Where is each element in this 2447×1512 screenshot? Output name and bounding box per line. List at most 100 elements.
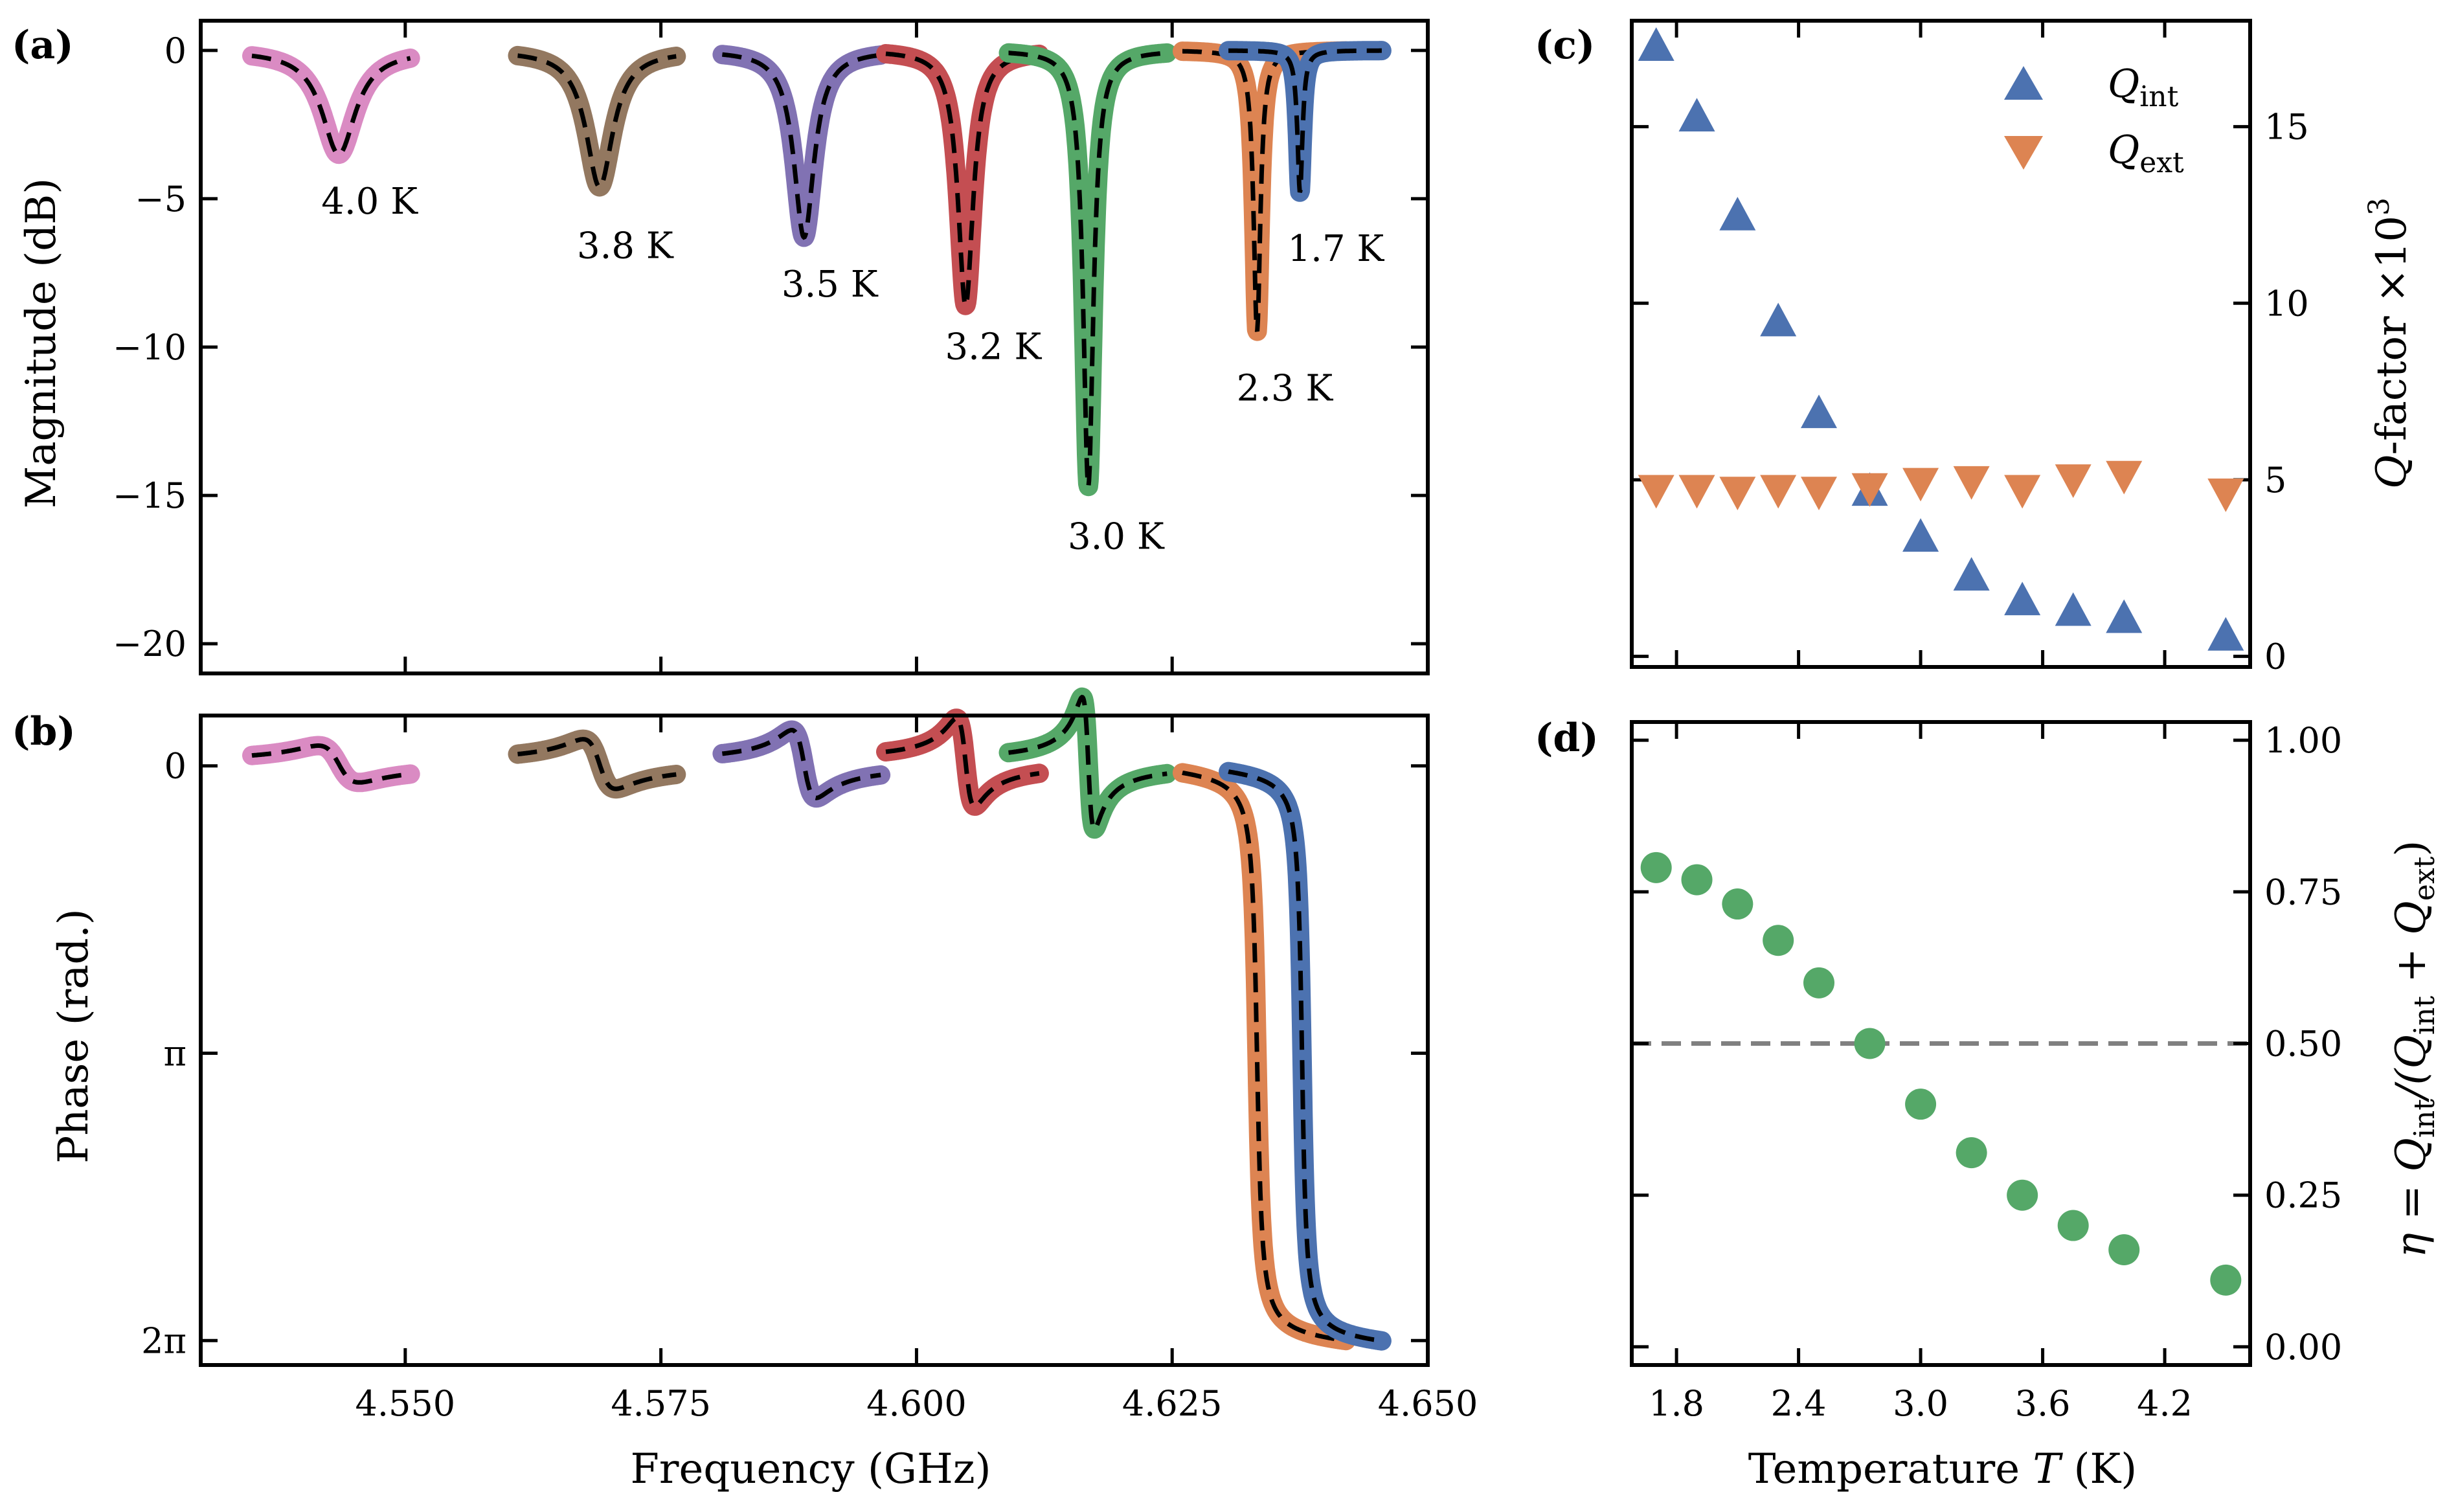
y-tick-label: 0 xyxy=(2264,637,2286,677)
q-int-point xyxy=(1678,98,1715,132)
q-ext-point xyxy=(2207,478,2244,512)
panel-label-c: (c) xyxy=(1535,23,1595,68)
frequency-x-axis-label: Frequency (GHz) xyxy=(630,1445,991,1493)
y-tick-label: 0.25 xyxy=(2264,1175,2342,1216)
q-int-point xyxy=(2207,616,2244,651)
y-tick-label: 15 xyxy=(2264,107,2309,148)
y-tick-label: 1.00 xyxy=(2264,720,2342,761)
temperature-x-axis-label: Temperature T (K) xyxy=(1748,1445,2137,1493)
q-ext-point xyxy=(2055,464,2092,498)
phase-y-axis-label: Phase (rad.) xyxy=(50,908,98,1164)
q-int-point xyxy=(1719,196,1756,231)
y-tick-label: −5 xyxy=(135,179,186,220)
temperature-annotation: 3.5 K xyxy=(782,264,879,306)
q-ext-point xyxy=(1851,473,1888,507)
panel-d-efficiency-chart: 0.00 0.25 0.50 0.75 1.00 1.8 2.4 3.0 3.6 4.2 xyxy=(1630,720,2342,1424)
q-int-point xyxy=(1801,394,1838,429)
eta-point xyxy=(1640,852,1672,883)
phase-fit-3-0-K xyxy=(1008,694,1167,831)
panel-label-a: (a) xyxy=(12,23,74,68)
x-tick-label: 3.0 xyxy=(1893,1383,1948,1424)
q-ext-point xyxy=(1953,466,1990,500)
eta-point xyxy=(2210,1264,2242,1296)
eta-point xyxy=(1722,888,1753,920)
eta-point xyxy=(1905,1089,1937,1120)
x-tick-label: 1.8 xyxy=(1649,1383,1704,1424)
x-tick-label: 4.625 xyxy=(1122,1383,1223,1424)
y-tick-label: 0.50 xyxy=(2264,1024,2342,1065)
q-int-point xyxy=(2004,581,2041,616)
panel-a-magnitude-chart: 4.0 K 3.8 K 3.5 K 3.2 K 3.0 K 2.3 K 1.7 K 0 −5 −1… xyxy=(113,19,1430,675)
q-ext-point xyxy=(1760,475,1797,509)
legend-marker-q-int xyxy=(2004,66,2043,100)
x-tick-label: 2.4 xyxy=(1771,1383,1827,1424)
q-ext-point xyxy=(1801,477,1838,511)
eta-point xyxy=(1763,925,1794,956)
y-tick-label: 10 xyxy=(2264,283,2309,324)
y-tick-label: −20 xyxy=(113,624,186,664)
temperature-annotation: 3.2 K xyxy=(945,326,1043,368)
y-tick-label: π xyxy=(164,1033,187,1074)
temperature-annotation: 3.8 K xyxy=(577,225,674,267)
plot-frame xyxy=(1630,19,2252,669)
legend-marker-q-ext xyxy=(2004,136,2043,170)
eta-point xyxy=(2108,1234,2140,1266)
q-factor-legend: Qint Qext xyxy=(2004,62,2184,179)
x-tick-label: 4.550 xyxy=(355,1383,456,1424)
magnitude-fit-4-0-K xyxy=(251,53,411,157)
magnitude-fit-3-5-K xyxy=(722,52,881,240)
magnitude-fit-1-7-K xyxy=(1228,48,1382,193)
q-int-point xyxy=(2106,599,2143,633)
phase-fit-3-2-K xyxy=(885,716,1040,809)
y-tick-label: 0 xyxy=(164,30,186,71)
panel-label-d: (d) xyxy=(1535,716,1599,761)
y-tick-label: 2π xyxy=(141,1320,186,1361)
q-ext-point xyxy=(2106,460,2143,495)
y-tick-label: 0.00 xyxy=(2264,1327,2342,1368)
q-ext-point xyxy=(1678,475,1715,509)
phase-fit-4-0-K xyxy=(251,743,411,785)
temperature-annotation: 3.0 K xyxy=(1068,516,1165,558)
eta-point xyxy=(1681,864,1713,896)
phase-fit-3-5-K xyxy=(721,728,881,800)
y-tick-label: 5 xyxy=(2264,460,2286,501)
q-ext-point xyxy=(1638,475,1675,509)
phase-fit-2-3-K xyxy=(1182,771,1347,1343)
x-tick-label: 4.650 xyxy=(1378,1383,1478,1424)
x-tick-label: 4.600 xyxy=(866,1383,967,1424)
q-ext-point xyxy=(2004,475,2041,509)
panel-b-phase-chart: 0 π 2π 4.550 4.575 4.600 4.625 4.650 xyxy=(141,687,1478,1424)
y-tick-label: −10 xyxy=(113,327,186,368)
temperature-annotation: 2.3 K xyxy=(1237,367,1334,409)
eta-y-axis-label: η = Qint/(Qint + Qext) xyxy=(2387,841,2441,1258)
eta-point xyxy=(1956,1137,1987,1169)
temperature-annotation: 1.7 K xyxy=(1288,228,1385,270)
panel-c-q-factor-chart: 0 5 10 15 xyxy=(1630,19,2309,677)
magnitude-fit-3-0-K xyxy=(1008,51,1167,487)
eta-point xyxy=(2057,1210,2089,1241)
q-int-point xyxy=(1902,518,1939,552)
x-tick-label: 3.6 xyxy=(2015,1383,2071,1424)
magnitude-fit-3-8-K xyxy=(517,53,677,190)
x-tick-label: 4.2 xyxy=(2137,1383,2193,1424)
legend-label-q-ext: Qext xyxy=(2108,128,2184,179)
eta-point xyxy=(2007,1179,2038,1211)
phase-fit-3-8-K xyxy=(517,737,677,791)
y-tick-label: −15 xyxy=(113,475,186,516)
q-int-point xyxy=(2055,592,2092,626)
q-ext-point xyxy=(1902,468,1939,502)
q-ext-point xyxy=(1719,477,1756,511)
q-int-point xyxy=(1638,27,1675,61)
q-int-point xyxy=(1953,557,1990,591)
legend-label-q-int: Qint xyxy=(2108,62,2179,113)
x-tick-label: 4.575 xyxy=(611,1383,711,1424)
eta-point xyxy=(1854,1028,1886,1059)
q-int-point xyxy=(1760,302,1797,337)
q-factor-y-axis-label: Q-factor ×103 xyxy=(2363,197,2416,489)
panel-label-b: (b) xyxy=(12,709,76,754)
eta-point xyxy=(1803,967,1835,999)
temperature-annotation: 4.0 K xyxy=(321,181,418,223)
y-tick-label: 0 xyxy=(164,746,186,787)
phase-fit-1-7-K xyxy=(1228,769,1382,1344)
